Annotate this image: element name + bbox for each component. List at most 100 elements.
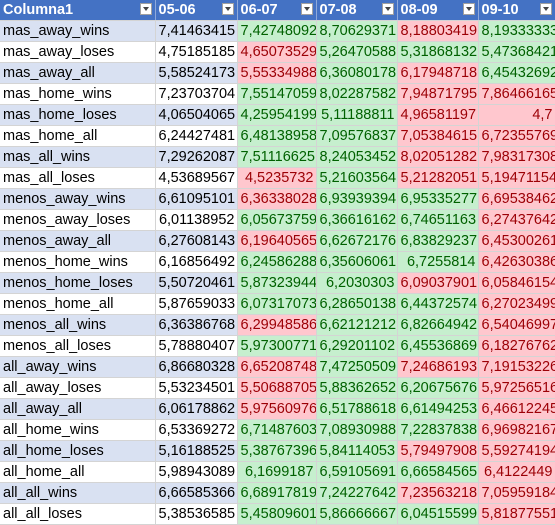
row-label-cell[interactable]: mas_home_loses <box>0 104 156 127</box>
value-cell[interactable]: 7,08930988 <box>316 419 398 442</box>
value-cell[interactable]: 7,86466165 <box>478 83 555 106</box>
value-cell[interactable]: 6,04515599 <box>397 503 479 525</box>
value-cell[interactable]: 6,66584565 <box>397 461 479 484</box>
value-cell[interactable]: 6,27023499 <box>478 293 555 316</box>
value-cell[interactable]: 6,27608143 <box>155 230 238 253</box>
value-cell[interactable]: 5,50720461 <box>155 272 238 295</box>
value-cell[interactable]: 7,22837838 <box>397 419 479 442</box>
value-cell[interactable]: 6,95335277 <box>397 188 479 211</box>
value-cell[interactable]: 6,65208748 <box>237 356 317 379</box>
value-cell[interactable]: 6,96982167 <box>478 419 555 442</box>
value-cell[interactable]: 6,59105691 <box>316 461 398 484</box>
row-label-cell[interactable]: menos_away_wins <box>0 188 156 211</box>
value-cell[interactable]: 5,26470588 <box>316 41 398 64</box>
value-cell[interactable]: 5,16188525 <box>155 440 238 463</box>
value-cell[interactable]: 5,21603564 <box>316 167 398 190</box>
value-cell[interactable]: 6,36338028 <box>237 188 317 211</box>
value-cell[interactable]: 5,59274194 <box>478 440 555 463</box>
row-label-cell[interactable]: all_away_loses <box>0 377 156 400</box>
row-label-cell[interactable]: mas_away_wins <box>0 20 156 43</box>
value-cell[interactable]: 6,62672176 <box>316 230 398 253</box>
value-cell[interactable]: 6,66585366 <box>155 482 238 505</box>
value-cell[interactable]: 6,61494253 <box>397 398 479 421</box>
value-cell[interactable]: 6,68917819 <box>237 482 317 505</box>
row-label-cell[interactable]: menos_home_loses <box>0 272 156 295</box>
header-08-09[interactable]: 08-09 <box>397 0 479 22</box>
value-cell[interactable]: 5,45809601 <box>237 503 317 525</box>
value-cell[interactable]: 6,54046997 <box>478 314 555 337</box>
filter-dropdown-icon[interactable] <box>539 3 552 15</box>
value-cell[interactable]: 6,29948586 <box>237 314 317 337</box>
value-cell[interactable]: 8,02051282 <box>397 146 479 169</box>
filter-dropdown-icon[interactable] <box>462 3 475 15</box>
value-cell[interactable]: 6,36616162 <box>316 209 398 232</box>
value-cell[interactable]: 7,23703704 <box>155 83 238 106</box>
value-cell[interactable]: 6,16856492 <box>155 251 238 274</box>
row-label-cell[interactable]: all_home_loses <box>0 440 156 463</box>
value-cell[interactable]: 7,47250509 <box>316 356 398 379</box>
value-cell[interactable]: 6,61095101 <box>155 188 238 211</box>
row-label-cell[interactable]: all_away_wins <box>0 356 156 379</box>
value-cell[interactable]: 5,87659033 <box>155 293 238 316</box>
filter-dropdown-icon[interactable] <box>381 3 394 15</box>
value-cell[interactable]: 6,24586288 <box>237 251 317 274</box>
value-cell[interactable]: 6,44372574 <box>397 293 479 316</box>
row-label-cell[interactable]: menos_all_wins <box>0 314 156 337</box>
value-cell[interactable]: 5,79497908 <box>397 440 479 463</box>
value-cell[interactable]: 6,82664942 <box>397 314 479 337</box>
row-label-cell[interactable]: all_home_all <box>0 461 156 484</box>
value-cell[interactable]: 5,47368421 <box>478 41 555 64</box>
value-cell[interactable]: 5,31868132 <box>397 41 479 64</box>
value-cell[interactable]: 7,19153226 <box>478 356 555 379</box>
value-cell[interactable]: 7,98317308 <box>478 146 555 169</box>
value-cell[interactable]: 8,02287582 <box>316 83 398 106</box>
value-cell[interactable]: 4,7 <box>478 104 555 127</box>
value-cell[interactable]: 5,53234501 <box>155 377 238 400</box>
value-cell[interactable]: 5,21282051 <box>397 167 479 190</box>
value-cell[interactable]: 7,09576837 <box>316 125 398 148</box>
value-cell[interactable]: 7,94871795 <box>397 83 479 106</box>
row-label-cell[interactable]: menos_home_all <box>0 293 156 316</box>
value-cell[interactable]: 7,24227642 <box>316 482 398 505</box>
value-cell[interactable]: 5,97256516 <box>478 377 555 400</box>
header-07-08[interactable]: 07-08 <box>316 0 398 22</box>
value-cell[interactable]: 6,19640565 <box>237 230 317 253</box>
value-cell[interactable]: 8,18803419 <box>397 20 479 43</box>
row-label-cell[interactable]: mas_away_loses <box>0 41 156 64</box>
value-cell[interactable]: 5,38536585 <box>155 503 238 525</box>
row-label-cell[interactable]: mas_all_loses <box>0 167 156 190</box>
value-cell[interactable]: 6,53369272 <box>155 419 238 442</box>
value-cell[interactable]: 7,29262087 <box>155 146 238 169</box>
value-cell[interactable]: 5,78880407 <box>155 335 238 358</box>
value-cell[interactable]: 4,25954199 <box>237 104 317 127</box>
value-cell[interactable]: 5,19471154 <box>478 167 555 190</box>
value-cell[interactable]: 4,06504065 <box>155 104 238 127</box>
value-cell[interactable]: 6,17948718 <box>397 62 479 85</box>
value-cell[interactable]: 6,74651163 <box>397 209 479 232</box>
value-cell[interactable]: 7,05959184 <box>478 482 555 505</box>
value-cell[interactable]: 7,42748092 <box>237 20 317 43</box>
row-label-cell[interactable]: mas_home_all <box>0 125 156 148</box>
value-cell[interactable]: 6,72355769 <box>478 125 555 148</box>
value-cell[interactable]: 6,28650138 <box>316 293 398 316</box>
value-cell[interactable]: 6,86680328 <box>155 356 238 379</box>
value-cell[interactable]: 5,38767396 <box>237 440 317 463</box>
value-cell[interactable]: 6,48138958 <box>237 125 317 148</box>
value-cell[interactable]: 6,07317073 <box>237 293 317 316</box>
header-05-06[interactable]: 05-06 <box>155 0 238 22</box>
row-label-cell[interactable]: all_all_wins <box>0 482 156 505</box>
value-cell[interactable]: 5,97300771 <box>237 335 317 358</box>
value-cell[interactable]: 6,69538462 <box>478 188 555 211</box>
value-cell[interactable]: 5,55334988 <box>237 62 317 85</box>
value-cell[interactable]: 6,7255814 <box>397 251 479 274</box>
filter-dropdown-icon[interactable] <box>300 3 313 15</box>
value-cell[interactable]: 5,84114053 <box>316 440 398 463</box>
row-label-cell[interactable]: all_away_all <box>0 398 156 421</box>
row-label-cell[interactable]: menos_all_loses <box>0 335 156 358</box>
value-cell[interactable]: 5,81877551 <box>478 503 555 525</box>
value-cell[interactable]: 5,86666667 <box>316 503 398 525</box>
row-label-cell[interactable]: menos_away_loses <box>0 209 156 232</box>
value-cell[interactable]: 7,41463415 <box>155 20 238 43</box>
value-cell[interactable]: 6,05846154 <box>478 272 555 295</box>
value-cell[interactable]: 6,45432692 <box>478 62 555 85</box>
